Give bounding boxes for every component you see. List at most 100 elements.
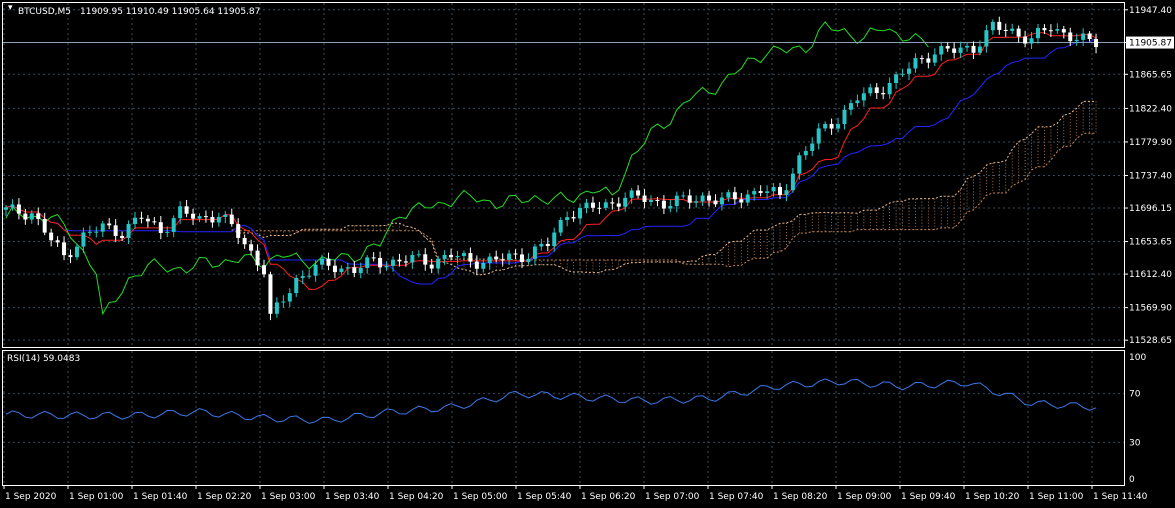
price-tick-label: 11779.90 <box>1129 138 1172 148</box>
candle-body <box>410 254 415 263</box>
candle-body <box>649 200 653 202</box>
candle-body <box>345 267 350 269</box>
candle-body <box>707 195 712 201</box>
candle-body <box>687 195 692 203</box>
candle-body <box>823 123 828 129</box>
candle-body <box>397 259 402 262</box>
candle-body <box>552 232 557 247</box>
candle-body <box>732 192 737 200</box>
candle-body <box>1048 30 1053 32</box>
candle-body <box>55 240 60 243</box>
candle-body <box>603 202 608 208</box>
time-tick-label: 1 Sep 05:40 <box>517 492 572 502</box>
candle-body <box>403 261 408 263</box>
candle-body <box>216 216 221 223</box>
candle-body <box>674 195 679 207</box>
candle-body <box>861 93 866 101</box>
candle-body <box>739 199 744 203</box>
candle-body <box>326 258 331 266</box>
candle-body <box>416 254 421 256</box>
candle-body <box>352 267 357 274</box>
current-price-box <box>1126 36 1174 49</box>
candle-body <box>681 195 686 197</box>
candle-body <box>520 254 524 263</box>
candle-body <box>1055 29 1060 31</box>
candle-body <box>29 213 34 220</box>
candle-body <box>23 213 28 220</box>
candle-body <box>842 109 847 125</box>
time-tick-label: 1 Sep 01:00 <box>69 492 124 502</box>
candle-body <box>339 268 344 273</box>
candle-body <box>816 128 821 144</box>
candle-body <box>74 246 79 258</box>
rsi-panel-frame <box>2 350 1125 486</box>
candle-body <box>642 195 647 202</box>
candle-body <box>197 216 202 219</box>
collapse-arrow-icon[interactable]: ▾ <box>8 3 13 13</box>
candle-body <box>152 221 157 223</box>
price-tick-label: 11569.90 <box>1129 304 1172 314</box>
candle-body <box>868 87 873 94</box>
candle-body <box>874 87 879 93</box>
candle-body <box>623 197 628 207</box>
candle-body <box>894 74 899 83</box>
candle-body <box>94 231 99 233</box>
candlesticks[interactable] <box>4 16 1099 321</box>
candle-body <box>926 58 931 63</box>
candle-body <box>391 259 395 266</box>
candle-body <box>848 103 853 110</box>
candle-body <box>384 265 389 268</box>
candle-body <box>487 256 492 263</box>
rsi-tick-label: 30 <box>1129 438 1141 448</box>
candle-body <box>990 21 995 31</box>
candle-body <box>365 257 370 268</box>
candle-body <box>661 200 666 209</box>
candle-body <box>1061 29 1066 33</box>
candle-body <box>500 259 505 261</box>
candle-body <box>236 224 241 238</box>
candle-body <box>1023 36 1028 44</box>
candle-body <box>371 257 376 259</box>
candle-body <box>281 301 286 303</box>
candle-body <box>765 191 770 193</box>
candle-body <box>1081 33 1086 40</box>
candle-body <box>997 21 1002 30</box>
candle-body <box>10 204 15 208</box>
candle-body <box>223 214 228 217</box>
candle-body <box>668 206 673 209</box>
candle-body <box>590 202 595 208</box>
time-tick-label: 1 Sep 08:20 <box>773 492 828 502</box>
candle-body <box>971 45 976 53</box>
kijun-sen-line <box>5 37 1097 285</box>
rsi-tick-label: 70 <box>1129 390 1141 400</box>
time-tick-label: 1 Sep 03:00 <box>261 492 316 502</box>
time-tick-label: 1 Sep 05:00 <box>453 492 508 502</box>
candle-body <box>313 264 318 276</box>
candle-body <box>255 250 260 266</box>
candle-body <box>262 265 266 275</box>
candle-body <box>1036 28 1040 39</box>
candle-body <box>120 235 125 239</box>
candle-body <box>126 223 131 239</box>
candle-body <box>468 253 473 262</box>
candle-body <box>913 58 918 69</box>
indicator-lines <box>3 21 1124 316</box>
candle-body <box>229 214 234 225</box>
ichimoku-cloud <box>237 101 1097 275</box>
price-tick-label: 11653.65 <box>1129 238 1172 248</box>
candle-body <box>268 274 273 314</box>
senkou-span-b-line <box>231 132 1096 268</box>
candle-body <box>836 124 841 129</box>
candle-body <box>539 243 544 247</box>
candle-body <box>287 293 292 302</box>
candle-body <box>771 186 776 192</box>
candle-body <box>932 54 937 63</box>
candle-body <box>745 194 750 203</box>
candle-body <box>719 197 724 205</box>
candle-body <box>62 242 67 256</box>
candle-body <box>203 216 208 218</box>
senkou-span-a-line <box>231 100 1096 276</box>
candle-body <box>1094 39 1099 48</box>
candle-body <box>481 262 486 269</box>
